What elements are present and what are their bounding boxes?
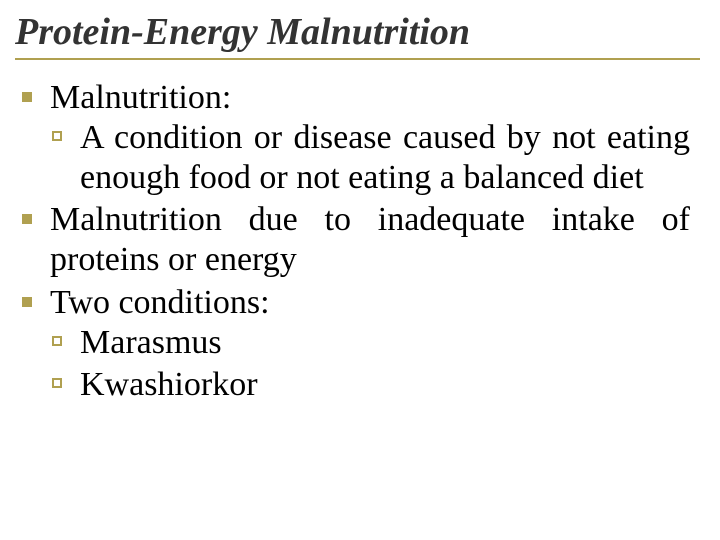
bullet-item: Malnutrition due to inadequate intake of… — [50, 200, 700, 280]
sub-bullet-item: A condition or disease caused by not eat… — [50, 118, 690, 198]
square-bullet-icon — [22, 297, 32, 307]
bullet-item: Malnutrition: A condition or disease cau… — [50, 78, 700, 198]
hollow-square-bullet-icon — [52, 336, 62, 346]
hollow-square-bullet-icon — [52, 131, 62, 141]
slide-title: Protein-Energy Malnutrition — [15, 10, 700, 60]
sub-bullet-item: Kwashiorkor — [50, 365, 690, 405]
sub-bullet-text: Kwashiorkor — [80, 366, 258, 403]
slide-content: Malnutrition: A condition or disease cau… — [15, 78, 700, 405]
sub-bullet-text: A condition or disease caused by not eat… — [80, 119, 690, 196]
bullet-text: Malnutrition: — [50, 79, 231, 116]
square-bullet-icon — [22, 214, 32, 224]
square-bullet-icon — [22, 92, 32, 102]
hollow-square-bullet-icon — [52, 378, 62, 388]
bullet-text: Malnutrition due to inadequate intake of… — [50, 201, 690, 278]
bullet-item: Two conditions: Marasmus Kwashiorkor — [50, 283, 700, 405]
sub-bullet-item: Marasmus — [50, 323, 690, 363]
sub-bullet-text: Marasmus — [80, 324, 222, 361]
bullet-text: Two conditions: — [50, 284, 270, 321]
